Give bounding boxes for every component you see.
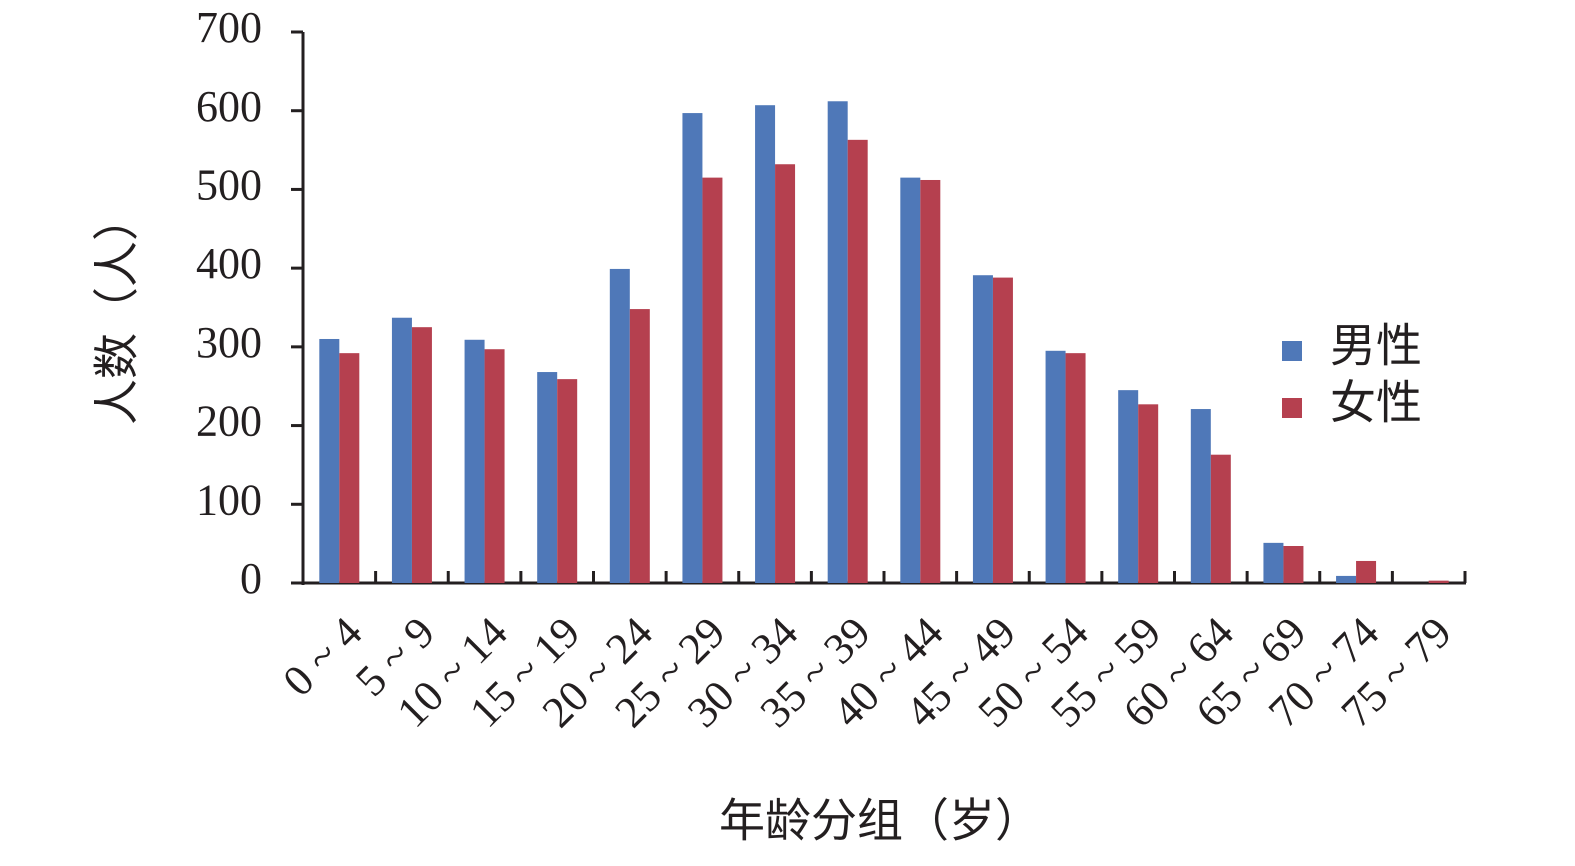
bar	[1336, 575, 1357, 583]
bar	[827, 101, 848, 584]
bar	[847, 139, 868, 584]
legend-swatch	[1282, 341, 1302, 361]
bar	[920, 179, 941, 584]
bar	[775, 164, 796, 584]
bar	[1190, 409, 1211, 583]
bar	[319, 338, 340, 583]
y-tick-label: 0	[240, 554, 262, 603]
legend-swatch	[1282, 398, 1302, 418]
bar	[972, 275, 993, 583]
bar	[484, 349, 505, 583]
y-axis-label: 人数（人）	[92, 195, 143, 425]
y-tick-label: 700	[196, 3, 262, 52]
legend-label: 女性	[1330, 378, 1422, 429]
bar	[1045, 350, 1066, 583]
bar	[609, 268, 630, 583]
y-tick-label: 200	[196, 397, 262, 446]
bar	[339, 353, 360, 583]
x-tick-label: 0 ~ 4	[273, 608, 371, 706]
y-tick-label: 400	[196, 239, 262, 288]
bar	[1065, 353, 1086, 583]
bar	[900, 177, 921, 583]
bar	[1428, 580, 1449, 583]
bar	[1138, 404, 1159, 583]
bar	[755, 105, 776, 583]
legend-label: 男性	[1330, 321, 1422, 372]
x-axis-label: 年龄分组（岁）	[719, 796, 1041, 847]
bar	[411, 327, 432, 583]
y-tick-label: 600	[196, 82, 262, 131]
bar	[537, 372, 558, 583]
y-tick-label: 100	[196, 475, 262, 524]
y-tick-label: 500	[196, 161, 262, 210]
bar	[464, 339, 485, 583]
bar	[992, 277, 1013, 583]
bar	[682, 113, 703, 583]
bar	[1210, 454, 1231, 583]
y-tick-label: 300	[196, 318, 262, 367]
bar	[1118, 390, 1139, 583]
bar	[702, 177, 723, 583]
bar	[1356, 560, 1377, 583]
bar	[557, 379, 578, 583]
bar	[391, 317, 412, 583]
bar	[629, 309, 650, 583]
bar	[1263, 542, 1284, 583]
bar	[1283, 546, 1304, 583]
